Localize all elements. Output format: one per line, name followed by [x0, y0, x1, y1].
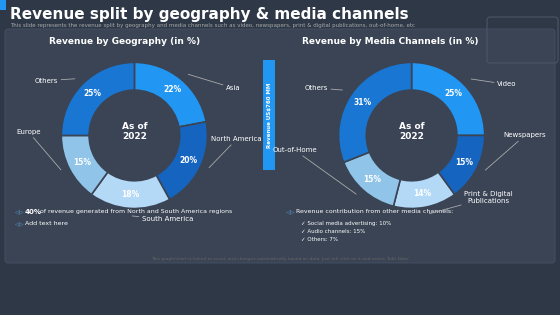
Text: Revenue US$760 MM: Revenue US$760 MM: [267, 82, 272, 148]
Text: 20%: 20%: [179, 156, 197, 165]
Text: 25%: 25%: [445, 89, 463, 98]
Bar: [263, 60, 275, 170]
Text: Add text here: Add text here: [25, 221, 68, 226]
Text: Revenue contribution from other media channels:: Revenue contribution from other media ch…: [296, 209, 453, 214]
FancyBboxPatch shape: [5, 29, 555, 263]
Wedge shape: [156, 122, 207, 199]
Wedge shape: [134, 62, 206, 127]
Wedge shape: [62, 135, 108, 195]
Text: 22%: 22%: [163, 85, 181, 94]
Wedge shape: [91, 172, 170, 209]
Text: South America: South America: [132, 216, 193, 222]
Text: 18%: 18%: [122, 190, 140, 199]
Text: ✓ Social media advertising: 10%: ✓ Social media advertising: 10%: [301, 221, 391, 226]
Text: 31%: 31%: [353, 98, 372, 107]
Text: 25%: 25%: [83, 89, 101, 98]
Text: ✓ Others: 7%: ✓ Others: 7%: [301, 237, 338, 242]
Wedge shape: [438, 135, 484, 195]
Text: 15%: 15%: [363, 175, 381, 184]
Text: ◁▷: ◁▷: [14, 210, 24, 215]
Text: As of
2022: As of 2022: [399, 122, 424, 141]
Text: Newspapers: Newspapers: [486, 132, 546, 170]
Bar: [0, 0, 560, 50]
Text: This slide represents the revenue split by geography and media channels such as : This slide represents the revenue split …: [10, 23, 415, 28]
Text: Asia: Asia: [188, 74, 240, 91]
Text: Revenue by Geography (in %): Revenue by Geography (in %): [49, 37, 200, 46]
Text: North America: North America: [209, 136, 262, 168]
Text: ✓ Audio channels: 15%: ✓ Audio channels: 15%: [301, 229, 365, 234]
Text: 40%: 40%: [25, 209, 42, 215]
Bar: [0, 0, 6, 10]
Text: Out-of-Home: Out-of-Home: [272, 147, 356, 194]
Text: ◁▷: ◁▷: [14, 222, 24, 227]
Wedge shape: [394, 172, 455, 209]
Text: 14%: 14%: [414, 189, 432, 198]
Text: As of
2022: As of 2022: [122, 122, 147, 141]
Text: Video: Video: [471, 79, 516, 87]
Text: 15%: 15%: [73, 158, 91, 167]
Wedge shape: [344, 152, 400, 206]
Text: Revenue by Media Channels (in %): Revenue by Media Channels (in %): [302, 37, 478, 46]
Text: Print & Digital
Publications: Print & Digital Publications: [430, 191, 513, 214]
Text: ◁▷: ◁▷: [285, 210, 295, 215]
Text: 15%: 15%: [455, 158, 473, 167]
Wedge shape: [62, 62, 134, 135]
Wedge shape: [339, 62, 412, 162]
Wedge shape: [412, 62, 484, 135]
Text: Revenue split by geography & media channels: Revenue split by geography & media chann…: [10, 7, 409, 22]
Text: Europe: Europe: [16, 129, 61, 170]
Text: Others: Others: [305, 85, 342, 91]
Text: This graph/chart is linked to excel, and changes automatically based on data. Ju: This graph/chart is linked to excel, and…: [151, 257, 409, 261]
Text: of revenue generated from North and South America regions: of revenue generated from North and Sout…: [38, 209, 232, 214]
Text: Others: Others: [35, 77, 75, 84]
